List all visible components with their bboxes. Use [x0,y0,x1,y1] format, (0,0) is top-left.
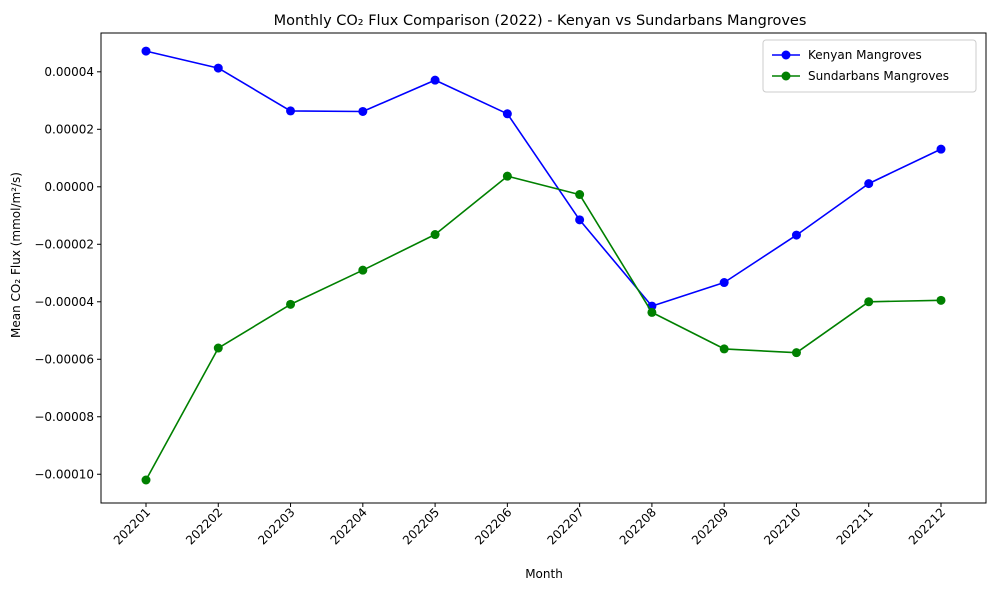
y-tick-label: −0.00002 [34,237,94,251]
series-2-point [647,307,657,317]
series-1-point [791,230,801,240]
series-1-point [430,75,440,85]
series-line-2 [145,175,942,481]
legend-label-1: Kenyan Mangroves [808,48,922,62]
legend: Kenyan Mangroves Sundarbans Mangroves [762,39,977,93]
series-1-point [141,46,151,56]
y-tick-label: −0.00008 [34,410,94,424]
legend-marker-1 [781,50,791,60]
x-axis-label: Month [525,567,563,581]
y-tick-label: −0.00004 [34,295,94,309]
series-1-point [358,106,368,116]
series-2-point [791,348,801,358]
legend-box [762,39,977,93]
series-1-point [502,109,512,119]
series-2-point [864,297,874,307]
series-1-point [213,63,223,73]
legend-marker-2 [781,71,791,81]
series-1-point [286,106,296,116]
y-tick-label: 0.00000 [44,180,94,194]
series-2-point [719,344,729,354]
series-2-point [430,230,440,240]
series-line-1 [145,50,942,307]
y-axis-label: Mean CO₂ Flux (mmol/m²/s) [9,172,23,338]
y-tick-label: −0.00006 [34,352,94,366]
y-tick-label: 0.00002 [44,122,94,136]
y-tick-label: 0.00004 [44,65,94,79]
y-tick-label: −0.00010 [34,467,94,481]
legend-label-2: Sundarbans Mangroves [808,69,949,83]
series-1-point [575,215,585,225]
series-1-point [936,144,946,154]
axes-frame [100,32,987,504]
series-2-point [575,190,585,200]
series-2-point [358,265,368,275]
series-2-point [141,475,151,485]
series-2-point [502,171,512,181]
chart-title: Monthly CO₂ Flux Comparison (2022) - Ken… [274,13,807,29]
series-2-point [936,295,946,305]
series-1-point [719,278,729,288]
series-2-point [286,299,296,309]
series-2-point [213,343,223,353]
series-1-point [864,179,874,189]
